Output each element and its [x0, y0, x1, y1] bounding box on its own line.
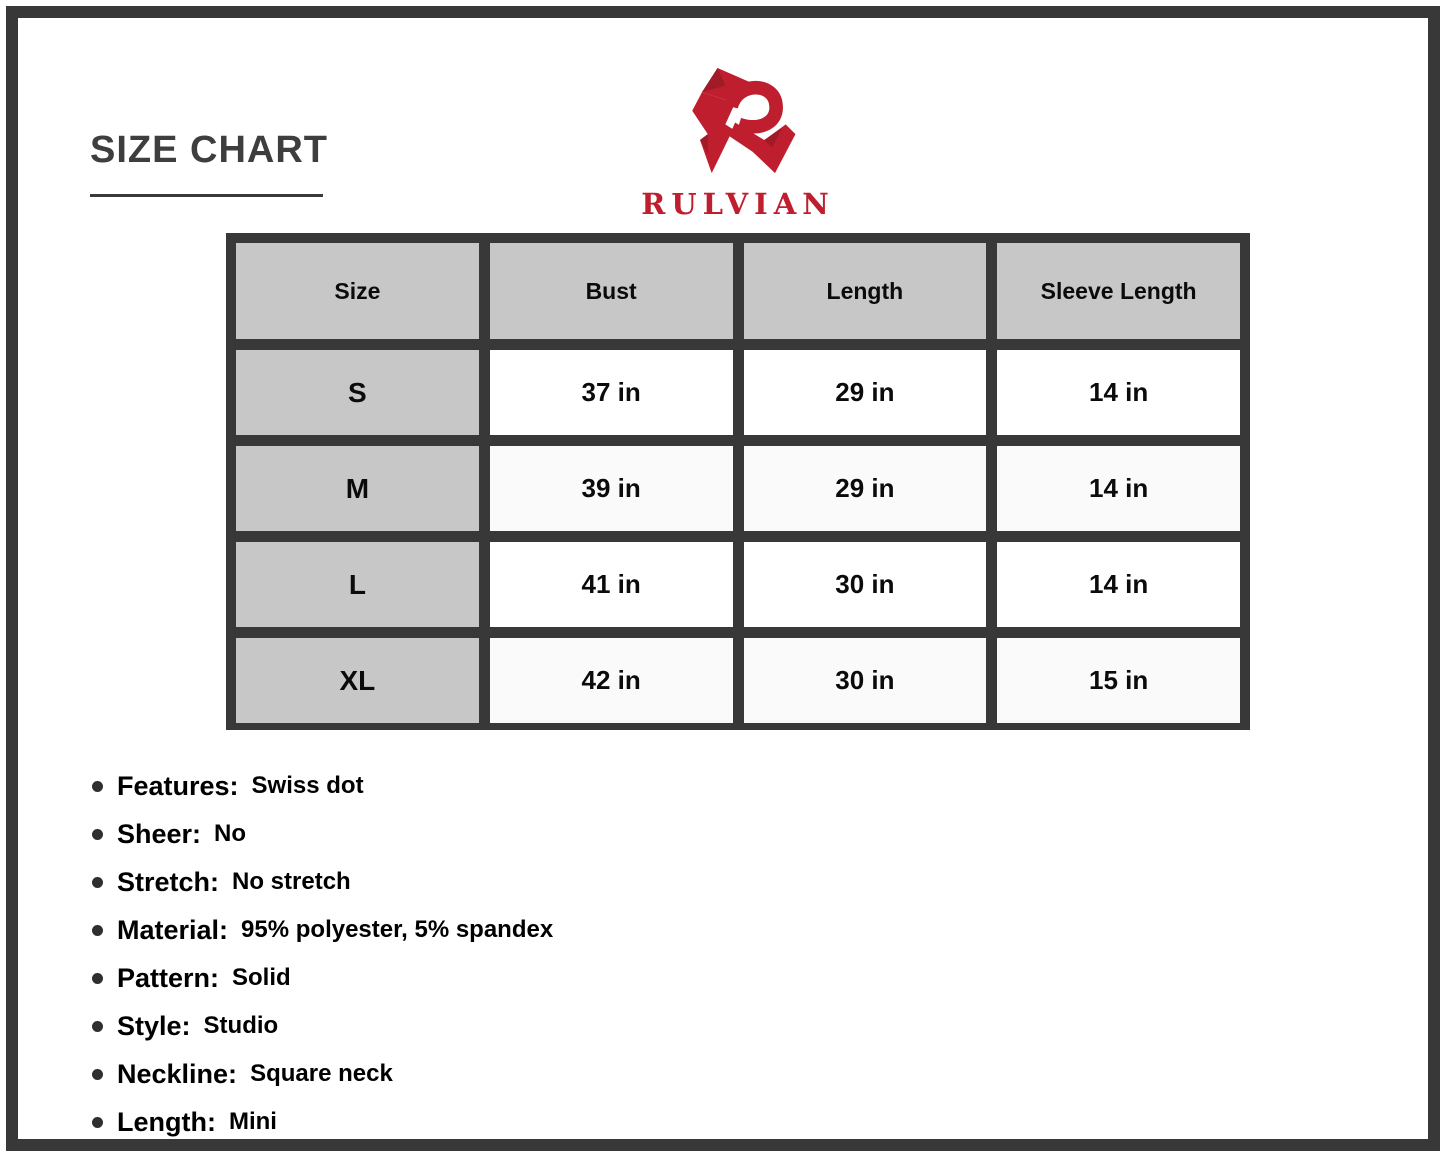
row-m-length: 29 in	[743, 446, 987, 531]
row-xl-length: 30 in	[743, 638, 987, 723]
col-header-bust: Bust	[489, 243, 733, 339]
bullet-icon	[92, 972, 103, 984]
detail-label: Style:	[117, 1010, 191, 1041]
row-xl-sleeve-length: 15 in	[997, 638, 1240, 723]
detail-value: Swiss dot	[251, 772, 364, 799]
col-header-size: Size	[236, 243, 479, 339]
brand-name: RULVIAN	[641, 187, 835, 221]
detail-label: Neckline:	[117, 1058, 238, 1089]
row-xl-size: XL	[236, 638, 479, 723]
product-details-list: Features: Swiss dot Sheer: No Stretch: N…	[92, 770, 553, 1154]
row-m-size: M	[236, 446, 479, 531]
list-item: Neckline: Square neck	[92, 1058, 553, 1090]
title-underline	[90, 193, 323, 197]
detail-value: No	[214, 820, 247, 847]
bullet-icon	[92, 876, 103, 888]
row-l-bust: 41 in	[489, 542, 733, 627]
detail-value: No stretch	[232, 868, 351, 895]
list-item: Style: Studio	[92, 1010, 553, 1042]
row-m-bust: 39 in	[489, 446, 733, 531]
page-title: SIZE CHART	[90, 129, 328, 171]
title-block: SIZE CHART	[90, 129, 328, 197]
detail-label: Length:	[117, 1106, 216, 1137]
row-l-sleeve-length: 14 in	[997, 542, 1240, 627]
detail-value: Studio	[203, 1012, 279, 1039]
list-item: Sheer: No	[92, 818, 553, 850]
row-s-length: 29 in	[743, 350, 987, 435]
list-item: Pattern: Solid	[92, 962, 553, 994]
detail-label: Pattern:	[117, 962, 220, 993]
bullet-icon	[92, 1020, 103, 1032]
rulvian-r-logo-icon	[674, 66, 802, 183]
row-m-sleeve-length: 14 in	[997, 446, 1240, 531]
list-item: Material: 95% polyester, 5% spandex	[92, 914, 553, 946]
row-s-sleeve-length: 14 in	[997, 350, 1240, 435]
list-item: Stretch: No stretch	[92, 866, 553, 898]
bullet-icon	[92, 924, 103, 936]
detail-value: Square neck	[250, 1060, 393, 1087]
detail-label: Stretch:	[117, 866, 220, 897]
detail-label: Material:	[117, 914, 229, 945]
col-header-length: Length	[743, 243, 987, 339]
detail-label: Sheer:	[117, 818, 202, 849]
row-l-size: L	[236, 542, 479, 627]
row-l-length: 30 in	[743, 542, 987, 627]
detail-value: Mini	[228, 1108, 277, 1135]
col-header-sleeve-length: Sleeve Length	[997, 243, 1240, 339]
size-table: Size Bust Length Sleeve Length S 37 in 2…	[226, 233, 1250, 730]
detail-value: Solid	[232, 964, 291, 991]
brand-logo: RULVIAN	[613, 66, 863, 221]
row-s-size: S	[236, 350, 479, 435]
detail-value: 95% polyester, 5% spandex	[241, 916, 554, 943]
list-item: Length: Mini	[92, 1106, 553, 1138]
row-xl-bust: 42 in	[489, 638, 733, 723]
detail-label: Features:	[117, 770, 239, 801]
list-item: Features: Swiss dot	[92, 770, 553, 802]
bullet-icon	[92, 828, 103, 840]
outer-frame-border: SIZE CHART	[6, 6, 1440, 1151]
bullet-icon	[92, 780, 103, 792]
bullet-icon	[92, 1068, 103, 1080]
bullet-icon	[92, 1116, 103, 1128]
row-s-bust: 37 in	[489, 350, 733, 435]
